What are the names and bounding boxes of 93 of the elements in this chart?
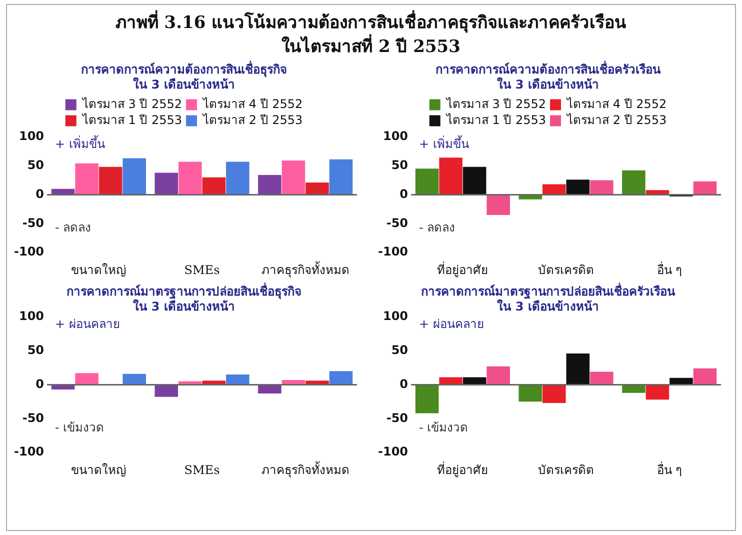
bar bbox=[566, 180, 590, 195]
x-tick-label: ภาคธุรกิจทั้งหมด bbox=[261, 460, 350, 478]
y-tick-label: 50 bbox=[27, 158, 44, 172]
y-tick-label: -100 bbox=[14, 444, 44, 459]
x-tick-label: อื่น ๆ bbox=[656, 460, 682, 477]
bar bbox=[486, 194, 510, 215]
bar bbox=[693, 181, 717, 195]
bar bbox=[226, 374, 250, 385]
bar bbox=[75, 373, 98, 385]
legend-label: ไตรมาส 2 ปี 2553 bbox=[202, 112, 303, 127]
bar bbox=[590, 372, 614, 385]
bar bbox=[75, 163, 98, 195]
bar bbox=[98, 166, 122, 195]
chart-title: การคาดการณ์มาตรฐานการปล่อยสินเชื่อธุรกิจ bbox=[66, 282, 302, 300]
bar bbox=[486, 366, 510, 385]
bar bbox=[439, 158, 462, 195]
y-tick-label: -100 bbox=[378, 244, 408, 259]
chart-subtitle: ใน 3 เดือนข้างหน้า bbox=[497, 298, 599, 314]
bar bbox=[590, 180, 614, 195]
y-tick-label: 100 bbox=[18, 308, 44, 323]
y-tick-label: -50 bbox=[22, 410, 44, 425]
legend-label: ไตรมาส 3 ปี 2552 bbox=[445, 96, 546, 111]
bar bbox=[154, 384, 178, 397]
annotation: - เข้มงวด bbox=[419, 420, 468, 435]
bar bbox=[542, 384, 566, 404]
y-tick-label: 0 bbox=[36, 186, 44, 201]
y-tick-label: 100 bbox=[18, 128, 44, 143]
annotation: - ลดลง bbox=[419, 220, 456, 235]
x-tick-label: ภาคธุรกิจทั้งหมด bbox=[261, 260, 350, 278]
bar bbox=[226, 162, 250, 195]
x-tick-label: บัตรเครดิต bbox=[538, 262, 594, 277]
y-tick-label: -50 bbox=[386, 410, 408, 425]
chart-subtitle: ใน 3 เดือนข้างหน้า bbox=[497, 76, 599, 92]
bar bbox=[542, 184, 566, 195]
bar bbox=[329, 371, 353, 385]
bar bbox=[258, 175, 282, 195]
y-tick-label: 0 bbox=[36, 376, 44, 391]
y-tick-label: -50 bbox=[22, 216, 44, 230]
bar bbox=[282, 160, 306, 195]
annotation: + ผ่อนคลาย bbox=[419, 316, 484, 331]
legend-label: ไตรมาส 4 ปี 2552 bbox=[566, 96, 667, 111]
y-tick-label: 50 bbox=[391, 158, 408, 172]
chart-subtitle: ใน 3 เดือนข้างหน้า bbox=[133, 76, 235, 92]
chart-title: การคาดการณ์ความต้องการสินเชื่อครัวเรือน bbox=[436, 60, 662, 76]
annotation: + เพิ่มขึ้น bbox=[419, 134, 469, 151]
bar bbox=[462, 166, 486, 195]
annotation: - ลดลง bbox=[55, 220, 92, 235]
bar bbox=[178, 162, 202, 195]
y-tick-label: 50 bbox=[391, 342, 408, 357]
x-tick-label: ขนาดใหญ่ bbox=[71, 462, 126, 477]
y-tick-label: 100 bbox=[382, 308, 408, 323]
annotation: + ผ่อนคลาย bbox=[55, 316, 120, 331]
y-tick-label: -100 bbox=[14, 244, 44, 259]
text: ภาพที่ 3.16 แนวโน้มความต้องการสินเชื่อภาคธุรกิจและภาคครัวเรือน bbox=[114, 11, 628, 34]
x-tick-label: อื่น ๆ bbox=[656, 260, 682, 277]
y-tick-label: 50 bbox=[27, 342, 44, 357]
bar bbox=[415, 168, 439, 195]
y-tick-label: -100 bbox=[378, 444, 408, 459]
bar bbox=[693, 368, 717, 385]
x-tick-label: ที่อยู่อาศัย bbox=[437, 460, 488, 478]
text: ในไตรมาสที่ 2 ปี 2553 bbox=[280, 35, 462, 59]
x-tick-label: ขนาดใหญ่ bbox=[71, 262, 126, 277]
bar bbox=[646, 384, 670, 400]
bar bbox=[306, 182, 329, 195]
bar bbox=[622, 170, 646, 195]
y-tick-label: 100 bbox=[382, 128, 408, 143]
bar bbox=[518, 384, 542, 402]
legend-label: ไตรมาส 4 ปี 2552 bbox=[202, 96, 303, 111]
bar bbox=[122, 374, 146, 385]
legend-label: ไตรมาส 3 ปี 2552 bbox=[81, 96, 182, 111]
bar bbox=[122, 158, 146, 195]
bar bbox=[415, 384, 439, 414]
x-tick-label: ที่อยู่อาศัย bbox=[437, 260, 488, 278]
chart-title: การคาดการณ์ความต้องการสินเชื่อธุรกิจ bbox=[81, 60, 287, 78]
legend-label: ไตรมาส 1 ปี 2553 bbox=[81, 112, 182, 127]
y-tick-label: -50 bbox=[386, 216, 408, 230]
legend-label: ไตรมาส 2 ปี 2553 bbox=[566, 112, 667, 127]
x-tick-label: บัตรเครดิต bbox=[538, 462, 594, 477]
bar bbox=[566, 353, 590, 385]
legend-label: ไตรมาส 1 ปี 2553 bbox=[445, 112, 546, 127]
bar bbox=[329, 159, 353, 195]
y-tick-label: 0 bbox=[400, 376, 408, 391]
chart-title: การคาดการณ์มาตรฐานการปล่อยสินเชื่อครัวเรือน bbox=[421, 282, 676, 300]
bar bbox=[439, 377, 462, 385]
bar bbox=[462, 377, 486, 385]
y-tick-label: 0 bbox=[400, 186, 408, 201]
bar bbox=[202, 177, 226, 195]
bar bbox=[154, 172, 178, 195]
x-tick-label: SMEs bbox=[184, 462, 220, 477]
chart-subtitle: ใน 3 เดือนข้างหน้า bbox=[133, 298, 235, 314]
x-tick-label: SMEs bbox=[184, 262, 220, 277]
annotation: + เพิ่มขึ้น bbox=[55, 134, 105, 151]
annotation: - เข้มงวด bbox=[55, 420, 104, 435]
